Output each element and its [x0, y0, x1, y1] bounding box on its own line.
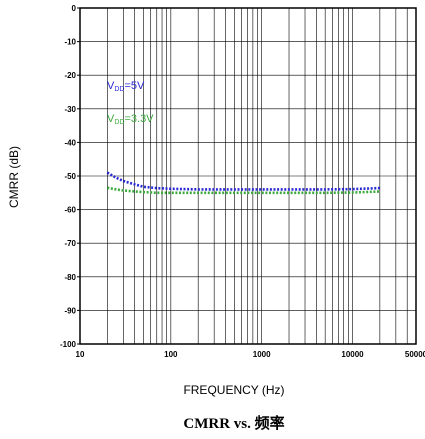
y-tick-label: -10 [64, 38, 76, 47]
y-tick-label: -30 [64, 105, 76, 114]
y-tick-label: -70 [64, 239, 76, 248]
legend-label-vdd-5v: VDD=5V [107, 80, 145, 93]
x-tick-label: 50000 [405, 350, 425, 359]
y-tick-label: -100 [60, 340, 77, 349]
y-axis-title: CMRR (dB) [7, 146, 21, 208]
grid-lines [80, 8, 416, 344]
y-tick-label: -60 [64, 206, 76, 215]
legend-label-vdd-3v3: VDD=3.3V [107, 113, 154, 126]
x-tick-labels: 10 100 1000 10000 50000 [76, 350, 425, 359]
y-tick-label: -80 [64, 273, 76, 282]
y-tick-labels: 0 -10 -20 -30 -40 -50 -60 -70 -80 -90 -100 [60, 4, 80, 349]
series-lines [106, 171, 380, 195]
x-tick-label: 10000 [341, 350, 364, 359]
y-tick-label: -40 [64, 138, 76, 147]
chart-caption: CMRR vs. 频率 [183, 414, 284, 432]
series-line-0 [106, 171, 380, 191]
y-tick-label: 0 [72, 4, 77, 13]
legend: VDD=5V VDD=3.3V [107, 80, 154, 126]
x-tick-label: 1000 [253, 350, 271, 359]
y-tick-label: -20 [64, 71, 76, 80]
x-axis-title: FREQUENCY (Hz) [183, 383, 284, 397]
y-tick-label: -90 [64, 306, 76, 315]
x-tick-label: 100 [164, 350, 178, 359]
y-tick-label: -50 [64, 172, 76, 181]
x-tick-label: 10 [76, 350, 85, 359]
series-line-1 [107, 186, 380, 195]
